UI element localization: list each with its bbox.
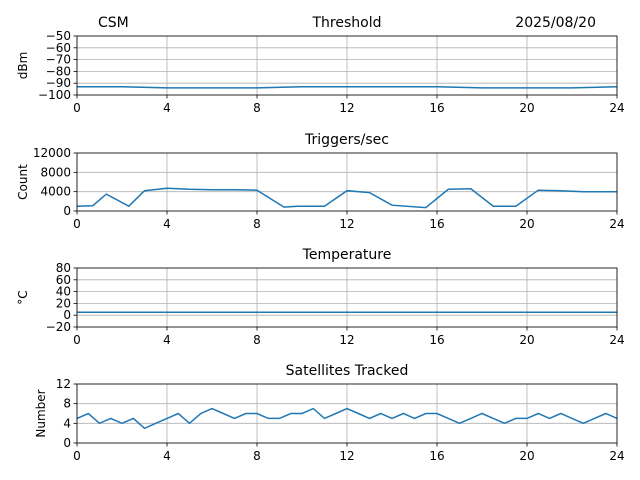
y-tick-label: 40 — [56, 285, 71, 299]
x-tick-label: 12 — [339, 101, 354, 115]
chart-panels: 0 4 8 12 16 20 24 −100−90−80−70−60−50 Threshold d… — [16, 15, 625, 463]
x-tick-label: 20 — [519, 333, 534, 347]
y-axis-label: °C — [16, 290, 30, 304]
x-tick-label: 8 — [253, 333, 261, 347]
y-axis-label: Count — [16, 164, 30, 200]
x-tick-label: 16 — [429, 217, 444, 231]
y-tick-label: 12000 — [33, 146, 71, 160]
y-tick-label: 60 — [56, 273, 71, 287]
y-axis-label: Number — [34, 389, 48, 437]
x-tick-label: 20 — [519, 101, 534, 115]
y-tick-label: 0 — [63, 204, 71, 218]
y-tick-label: 0 — [63, 436, 71, 450]
chart-panel: 0 4 8 12 16 20 24 −100−90−80−70−60−50 Threshold d… — [16, 15, 625, 115]
x-tick-label: 0 — [73, 333, 81, 347]
x-tick-label: 24 — [609, 217, 624, 231]
y-tick-label: −90 — [46, 76, 71, 90]
chart-panel: 0 4 8 12 16 20 24 0 4 8 12 Satellites Tracked Number — [34, 363, 625, 463]
x-tick-label: 4 — [163, 217, 171, 231]
x-tick-label: 20 — [519, 217, 534, 231]
chart-title: Satellites Tracked — [286, 363, 409, 379]
x-tick-label: 12 — [339, 449, 354, 463]
chart-title: Threshold — [312, 15, 382, 31]
y-tick-label: −70 — [46, 53, 71, 67]
x-tick-label: 8 — [253, 101, 261, 115]
y-tick-label: 12 — [56, 377, 71, 391]
y-tick-label: −100 — [38, 88, 71, 102]
y-tick-label: 8000 — [40, 165, 71, 179]
y-tick-label: −50 — [46, 29, 71, 43]
x-tick-label: 4 — [163, 101, 171, 115]
y-tick-label: −20 — [46, 320, 71, 334]
y-tick-label: 80 — [56, 261, 71, 275]
x-tick-label: 0 — [73, 101, 81, 115]
x-tick-label: 16 — [429, 449, 444, 463]
x-tick-label: 12 — [339, 333, 354, 347]
x-tick-label: 24 — [609, 101, 624, 115]
y-tick-label: −80 — [46, 64, 71, 78]
x-tick-label: 0 — [73, 217, 81, 231]
x-tick-label: 20 — [519, 449, 534, 463]
chart-title: Temperature — [302, 247, 392, 263]
x-tick-label: 0 — [73, 449, 81, 463]
header-left-label: CSM — [98, 15, 129, 31]
y-tick-label: 20 — [56, 296, 71, 310]
x-tick-label: 8 — [253, 449, 261, 463]
chart-title: Triggers/sec — [304, 132, 389, 148]
x-tick-label: 24 — [609, 449, 624, 463]
y-tick-label: 0 — [63, 308, 71, 322]
x-tick-label: 4 — [163, 333, 171, 347]
chart-panel: 0 4 8 12 16 20 24 0 4000 8000 12000 Triggers/sec Cou… — [16, 132, 625, 231]
x-tick-label: 16 — [429, 101, 444, 115]
series-line — [76, 407, 618, 430]
y-axis-label: dBm — [16, 52, 30, 80]
x-tick-label: 4 — [163, 449, 171, 463]
x-tick-label: 12 — [339, 217, 354, 231]
y-tick-label: −60 — [46, 41, 71, 55]
series-line — [77, 85, 618, 89]
y-tick-label: 4000 — [40, 185, 71, 199]
header-date-label: 2025/08/20 — [515, 15, 596, 31]
x-tick-label: 8 — [253, 217, 261, 231]
x-tick-label: 24 — [609, 333, 624, 347]
series-line — [76, 187, 617, 209]
x-tick-label: 16 — [429, 333, 444, 347]
y-tick-label: 4 — [63, 416, 71, 430]
y-tick-label: 8 — [63, 397, 71, 411]
